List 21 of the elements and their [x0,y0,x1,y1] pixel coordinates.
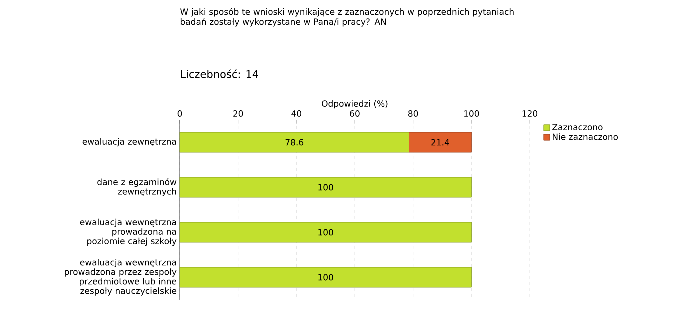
legend-label: Nie zaznaczono [553,134,618,140]
data-label: 100 [318,229,334,236]
x-axis-title: Odpowiedzi (%) [322,100,388,109]
x-tick-label: 80 [408,110,418,117]
data-label: 78.6 [286,139,304,146]
legend-label: Zaznaczono [552,124,603,131]
x-tick-label: 40 [292,110,302,117]
data-label: 21.4 [432,139,450,146]
x-tick-label: 60 [350,110,360,117]
y-tick-label: ewaluacja wewnętrzna prowadzona na poziomie całej szkoły [80,218,177,246]
chart-subtitle: Liczebność: 14 [181,70,258,78]
data-label: 100 [318,184,334,191]
x-tick-label: 0 [178,110,182,117]
y-tick-label: ewaluacja wewnętrzna prowadzona przez zespoły przedmiotowe lub inne zespoły nauczycielskie [65,259,177,296]
data-label: 100 [318,274,334,281]
y-tick-label: ewaluacja zewnętrzna [82,138,176,147]
chart-title: W jaki sposób te wnioski wynikające z zaznaczonych w poprzednich pytaniach badań zostały wykorzystane w Pana/i pracy? AN [180,8,514,27]
x-tick-label: 100 [464,110,480,117]
x-tick-label: 120 [522,110,538,117]
y-tick-label: dane z egzaminów zewnętrznych [98,178,177,197]
x-tick-label: 20 [234,110,244,117]
